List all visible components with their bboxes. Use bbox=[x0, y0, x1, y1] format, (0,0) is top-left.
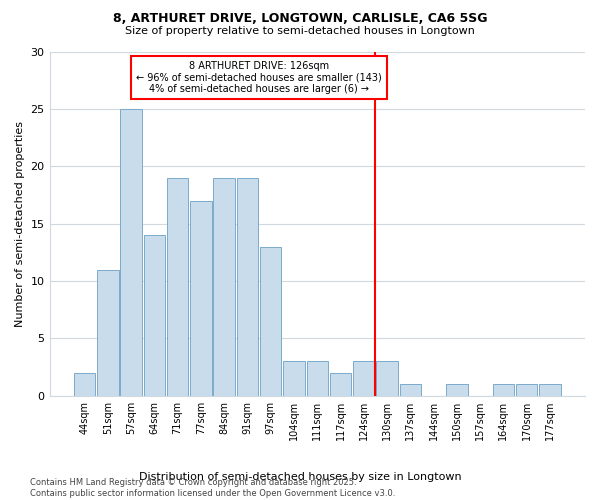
Bar bbox=[237, 178, 258, 396]
Bar bbox=[330, 373, 351, 396]
Bar bbox=[493, 384, 514, 396]
Y-axis label: Number of semi-detached properties: Number of semi-detached properties bbox=[15, 120, 25, 326]
Bar bbox=[260, 246, 281, 396]
Bar bbox=[353, 362, 374, 396]
Bar bbox=[167, 178, 188, 396]
Bar bbox=[121, 109, 142, 396]
Bar bbox=[516, 384, 538, 396]
Bar bbox=[307, 362, 328, 396]
Bar bbox=[446, 384, 467, 396]
Bar bbox=[376, 362, 398, 396]
Text: 8 ARTHURET DRIVE: 126sqm
← 96% of semi-detached houses are smaller (143)
4% of s: 8 ARTHURET DRIVE: 126sqm ← 96% of semi-d… bbox=[136, 60, 382, 94]
Bar bbox=[97, 270, 119, 396]
Bar bbox=[74, 373, 95, 396]
Bar bbox=[283, 362, 305, 396]
Text: Contains HM Land Registry data © Crown copyright and database right 2025.
Contai: Contains HM Land Registry data © Crown c… bbox=[30, 478, 395, 498]
Text: Size of property relative to semi-detached houses in Longtown: Size of property relative to semi-detach… bbox=[125, 26, 475, 36]
Text: Distribution of semi-detached houses by size in Longtown: Distribution of semi-detached houses by … bbox=[139, 472, 461, 482]
Bar bbox=[400, 384, 421, 396]
Bar bbox=[214, 178, 235, 396]
Bar bbox=[539, 384, 560, 396]
Bar bbox=[190, 200, 212, 396]
Bar bbox=[143, 235, 165, 396]
Text: 8, ARTHURET DRIVE, LONGTOWN, CARLISLE, CA6 5SG: 8, ARTHURET DRIVE, LONGTOWN, CARLISLE, C… bbox=[113, 12, 487, 26]
